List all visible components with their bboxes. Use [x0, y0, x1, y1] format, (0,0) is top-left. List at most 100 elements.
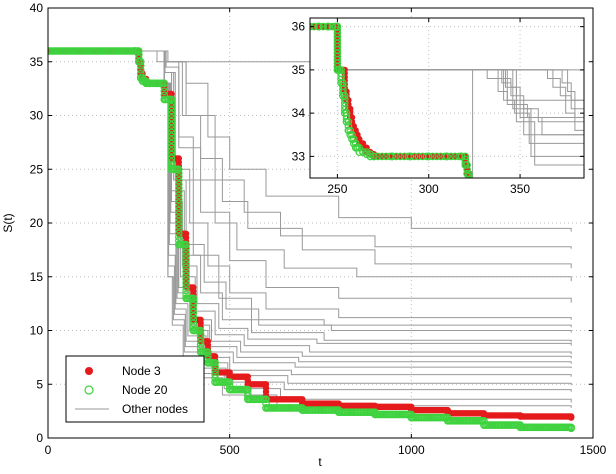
legend-label-node20: Node 20 — [122, 383, 168, 397]
main-node20-point — [175, 180, 183, 189]
inset-node20-point — [362, 150, 371, 159]
main-node20-point — [189, 315, 198, 324]
main-node20-point — [167, 128, 176, 137]
inset-node20-point — [328, 22, 337, 31]
inset-node20-point — [414, 152, 423, 161]
inset-node20-point — [388, 152, 397, 161]
main-other-node-line — [48, 50, 572, 303]
main-node20-point — [175, 191, 183, 200]
main-node20-point — [204, 348, 212, 356]
inset-series — [310, 22, 584, 178]
inset-node20-point — [362, 148, 371, 156]
legend-marker-node20 — [84, 385, 94, 395]
main-node20-point — [196, 326, 205, 335]
main-node20-point — [182, 282, 190, 291]
inset-node20-point — [344, 122, 353, 130]
main-node20-point — [182, 267, 190, 276]
main-node20-point — [182, 244, 190, 253]
legend-entry-node20: Node 20 — [84, 383, 168, 397]
main-node20-point — [175, 233, 183, 241]
main-node20-point — [211, 366, 219, 375]
main-node20-point — [136, 62, 145, 70]
main-node20-point — [167, 136, 176, 144]
inset-plot-frame — [309, 17, 585, 179]
inset-node20-point — [465, 172, 473, 178]
main-node20-point — [167, 114, 176, 122]
inset-y-tick-label: 34 — [292, 106, 306, 120]
main-node20-point — [175, 206, 183, 215]
main-node20-point — [182, 240, 190, 249]
main-node20-point — [175, 199, 183, 207]
main-node20-point — [167, 106, 176, 115]
main-x-tick-label: 500 — [220, 443, 240, 457]
main-node20-point — [167, 95, 176, 104]
main-node20-point — [211, 362, 219, 371]
inset-x-tick-label: 250 — [327, 182, 347, 196]
main-node20-point — [204, 351, 212, 360]
inset-node20-point — [324, 22, 333, 31]
x-axis-label: t — [318, 455, 322, 469]
main-node20-point — [136, 57, 145, 66]
legend-entry-node3: Node 3 — [85, 364, 161, 378]
main-node20-point — [196, 337, 205, 346]
main-node20-point — [196, 340, 205, 349]
inset-node20-point — [428, 152, 437, 161]
main-node20-point — [167, 125, 176, 133]
main-y-tick-label: 30 — [30, 109, 44, 123]
main-other-node-line — [48, 50, 572, 328]
main-y-tick-label: 35 — [30, 55, 44, 69]
main-node20-point — [175, 210, 183, 219]
main-node20-point — [225, 378, 234, 386]
main-node20-point — [167, 143, 176, 152]
inset-node20-point — [465, 169, 473, 178]
inset-node20-point — [424, 152, 433, 161]
inset-node20-point — [465, 175, 473, 178]
inset-node20-point — [346, 126, 355, 135]
inset-node20-point — [348, 131, 356, 139]
inset-x-tick-label: 350 — [510, 182, 530, 196]
main-node20-point — [182, 248, 190, 257]
inset-node20-point — [349, 135, 358, 143]
legend-label-node3: Node 3 — [122, 364, 161, 378]
legend-entry-other-nodes: Other nodes — [75, 402, 188, 416]
main-node20-point — [182, 279, 190, 287]
main-node20-point — [175, 188, 183, 196]
main-x-tick-label: 0 — [45, 443, 52, 457]
main-node20-point — [182, 259, 190, 268]
main-node20-point — [160, 87, 169, 96]
main-node20-point — [160, 83, 169, 92]
inset-node20-point — [344, 118, 353, 126]
main-other-node-line — [48, 50, 572, 249]
main-node20-point — [167, 99, 176, 107]
main-y-tick-label: 40 — [30, 1, 44, 15]
main-node20-point — [175, 218, 183, 226]
y-axis-label: S(t) — [1, 213, 15, 232]
main-node20-point — [135, 54, 143, 63]
main-node20-point — [189, 308, 198, 317]
main-node20-point — [196, 333, 205, 342]
main-node20-point — [167, 154, 176, 163]
main-node20-point — [182, 263, 190, 272]
main-node20-point — [167, 110, 176, 118]
main-ticks: 0 500 1000 1500 0 5 10 15 20 25 30 35 40 — [30, 1, 607, 457]
main-node20-point — [189, 294, 198, 303]
main-node20-point — [175, 203, 183, 211]
inset-node20-point — [406, 152, 415, 161]
main-node20-point — [175, 173, 183, 181]
inset-x-tick-label: 300 — [419, 182, 439, 196]
main-node20-point — [182, 271, 190, 280]
inset-y-tick-label: 35 — [292, 63, 306, 77]
main-node20-point — [167, 132, 176, 141]
main-node20-point — [196, 330, 205, 338]
main-node20-point — [182, 286, 190, 295]
main-node20-point — [136, 70, 145, 78]
main-node20-point — [175, 176, 183, 185]
main-node20-point — [211, 358, 219, 367]
main-node20-point — [189, 305, 198, 313]
legend-marker-node3 — [85, 367, 93, 375]
inset-node20-point — [447, 152, 455, 161]
main-node20-point — [182, 275, 190, 283]
main-node20-point — [136, 66, 145, 74]
main-node20-point — [135, 47, 143, 55]
